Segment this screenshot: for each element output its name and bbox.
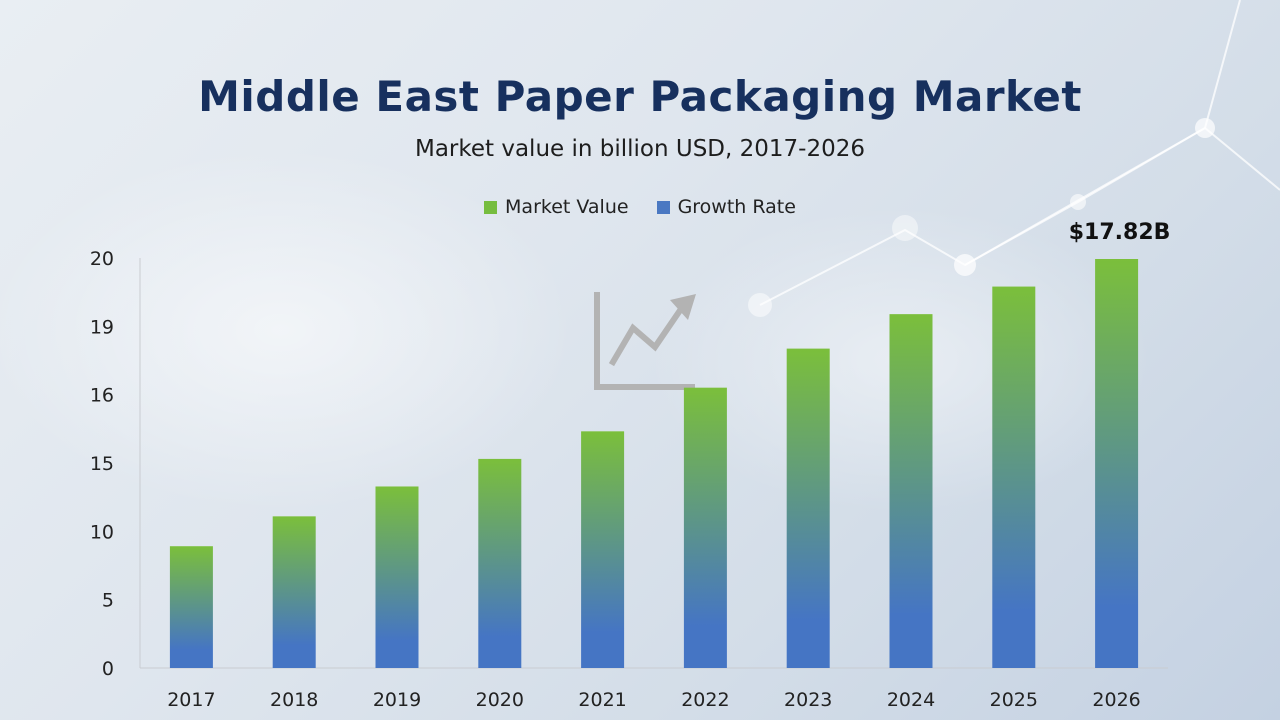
- bar-2017: [169, 546, 213, 668]
- y-tick-label-6: 20: [90, 248, 114, 270]
- x-tick-label-2018: 2018: [270, 689, 318, 711]
- x-tick-label-2025: 2025: [990, 689, 1038, 711]
- annotation-group: $17.82B: [1069, 220, 1171, 245]
- bar-2019: [375, 486, 419, 668]
- y-tick-label-5: 19: [90, 316, 114, 338]
- bar-2023: [786, 348, 830, 668]
- chart-title: Middle East Paper Packaging Market: [198, 72, 1082, 121]
- x-tick-label-2026: 2026: [1092, 689, 1140, 711]
- y-tick-label-2: 10: [90, 521, 114, 543]
- y-ticks-group: 0 5 10 15 16 19 20: [90, 248, 114, 680]
- x-tick-label-2022: 2022: [681, 689, 729, 711]
- bar-2018: [272, 516, 316, 668]
- y-tick-label-0: 0: [102, 658, 114, 680]
- bar-2022: [683, 387, 727, 668]
- y-tick-label-1: 5: [102, 590, 114, 612]
- legend: Market Value Growth Rate: [0, 196, 1280, 218]
- x-ticks-group: 2017 2018 2019 2020 2021 2022 2023 2024 2025 2026: [167, 689, 1141, 711]
- bar-2021: [581, 431, 625, 668]
- legend-swatch-market-value: [484, 200, 498, 214]
- chart-subtitle: Market value in billion USD, 2017-2026: [414, 136, 866, 162]
- legend-label-market-value: Market Value: [505, 196, 629, 218]
- network-lines-icon: [748, 0, 1280, 317]
- legend-item-growth-rate: Growth Rate: [656, 196, 796, 218]
- legend-swatch-growth-rate: [656, 200, 670, 214]
- data-label-2026: $17.82B: [1069, 220, 1171, 245]
- x-tick-label-2017: 2017: [167, 689, 215, 711]
- y-tick-label-3: 15: [90, 453, 114, 475]
- bar-2025: [992, 286, 1036, 668]
- bar-2020: [478, 458, 522, 668]
- bar-2024: [889, 314, 933, 668]
- legend-item-market-value: Market Value: [484, 196, 629, 218]
- x-tick-label-2024: 2024: [887, 689, 935, 711]
- x-tick-label-2020: 2020: [476, 689, 524, 711]
- bars-group: [169, 259, 1139, 668]
- bar-2026: [1095, 259, 1139, 668]
- x-tick-label-2023: 2023: [784, 689, 832, 711]
- x-tick-label-2019: 2019: [373, 689, 421, 711]
- x-tick-label-2021: 2021: [578, 689, 626, 711]
- y-tick-label-4: 16: [90, 385, 114, 407]
- trend-chart-icon: [594, 292, 696, 390]
- legend-label-growth-rate: Growth Rate: [677, 196, 796, 218]
